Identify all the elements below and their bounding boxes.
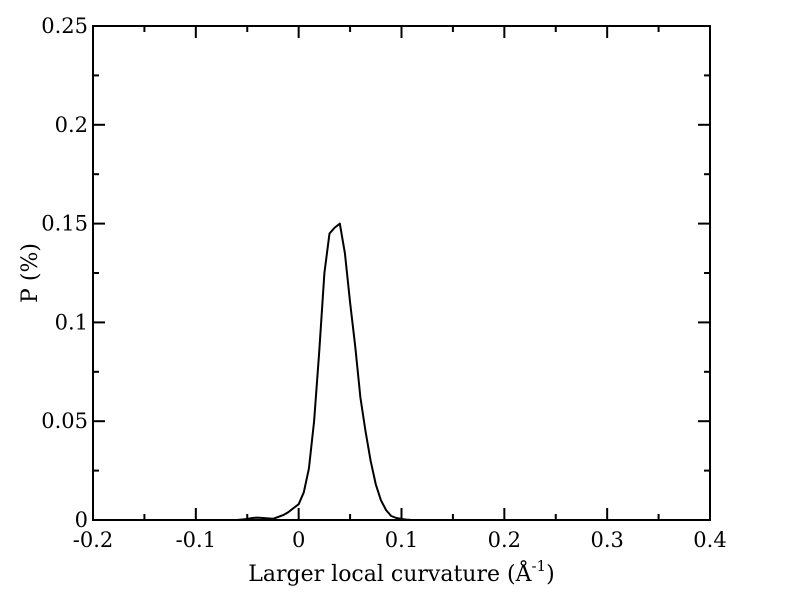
x-axis-label-suffix: ) — [546, 562, 555, 587]
x-axis-ticks — [92, 26, 711, 520]
y-tick-label: 0.05 — [41, 409, 88, 433]
x-axis-label: Larger local curvature (Å-1) — [248, 557, 554, 587]
x-tick-label: 0.2 — [488, 528, 521, 552]
y-tick-label: 0 — [75, 508, 88, 532]
y-tick-label: 0.25 — [41, 14, 88, 38]
x-axis-tick-labels: -0.2 -0.1 0 0.1 0.2 0.3 0.4 — [73, 528, 727, 552]
plot-frame — [92, 25, 711, 521]
x-tick-label: 0.4 — [693, 528, 726, 552]
x-tick-label: 0.3 — [590, 528, 623, 552]
x-tick-label: 0.1 — [385, 528, 418, 552]
y-axis-tick-labels: 0 0.05 0.1 0.15 0.2 0.25 — [41, 14, 88, 532]
x-tick-label: 0 — [292, 528, 305, 552]
x-tick-label: -0.1 — [176, 528, 217, 552]
y-tick-label: 0.2 — [55, 113, 88, 137]
y-tick-label: 0.1 — [55, 310, 88, 334]
x-tick-label: -0.2 — [73, 528, 114, 552]
y-tick-label: 0.15 — [41, 212, 88, 236]
x-axis-label-superscript: -1 — [531, 557, 546, 575]
x-axis-label-main: Larger local curvature (Å — [248, 559, 532, 587]
y-axis-label: P (%) — [18, 243, 43, 303]
